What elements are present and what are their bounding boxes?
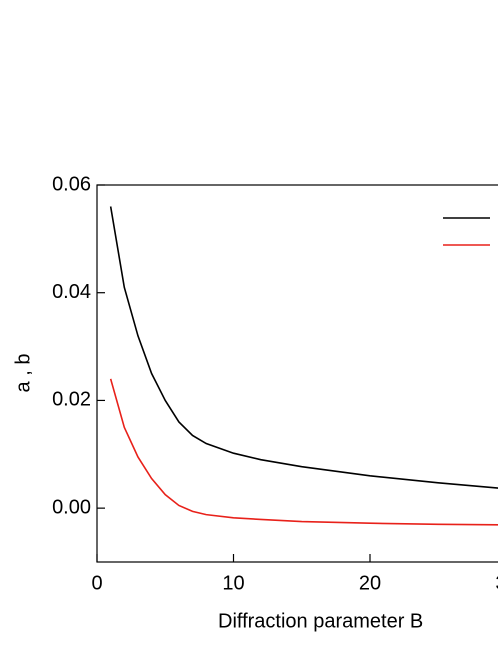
plot-frame — [96, 184, 498, 563]
x-tick-label: 0 — [91, 572, 102, 594]
y-axis-label: a , b — [12, 354, 34, 393]
data-line — [109, 378, 498, 526]
y-tick-label: 0.04 — [52, 281, 91, 303]
x-tick-label: 20 — [359, 572, 381, 594]
x-tick-label: 10 — [222, 572, 244, 594]
y-tick-label: 0.06 — [52, 173, 91, 195]
x-axis-label: Diffraction parameter B — [218, 610, 423, 632]
data-line — [109, 206, 498, 489]
x-tick-label: 30 — [495, 572, 498, 594]
y-tick-label: 0.00 — [52, 496, 91, 518]
y-tick-label: 0.02 — [52, 389, 91, 411]
